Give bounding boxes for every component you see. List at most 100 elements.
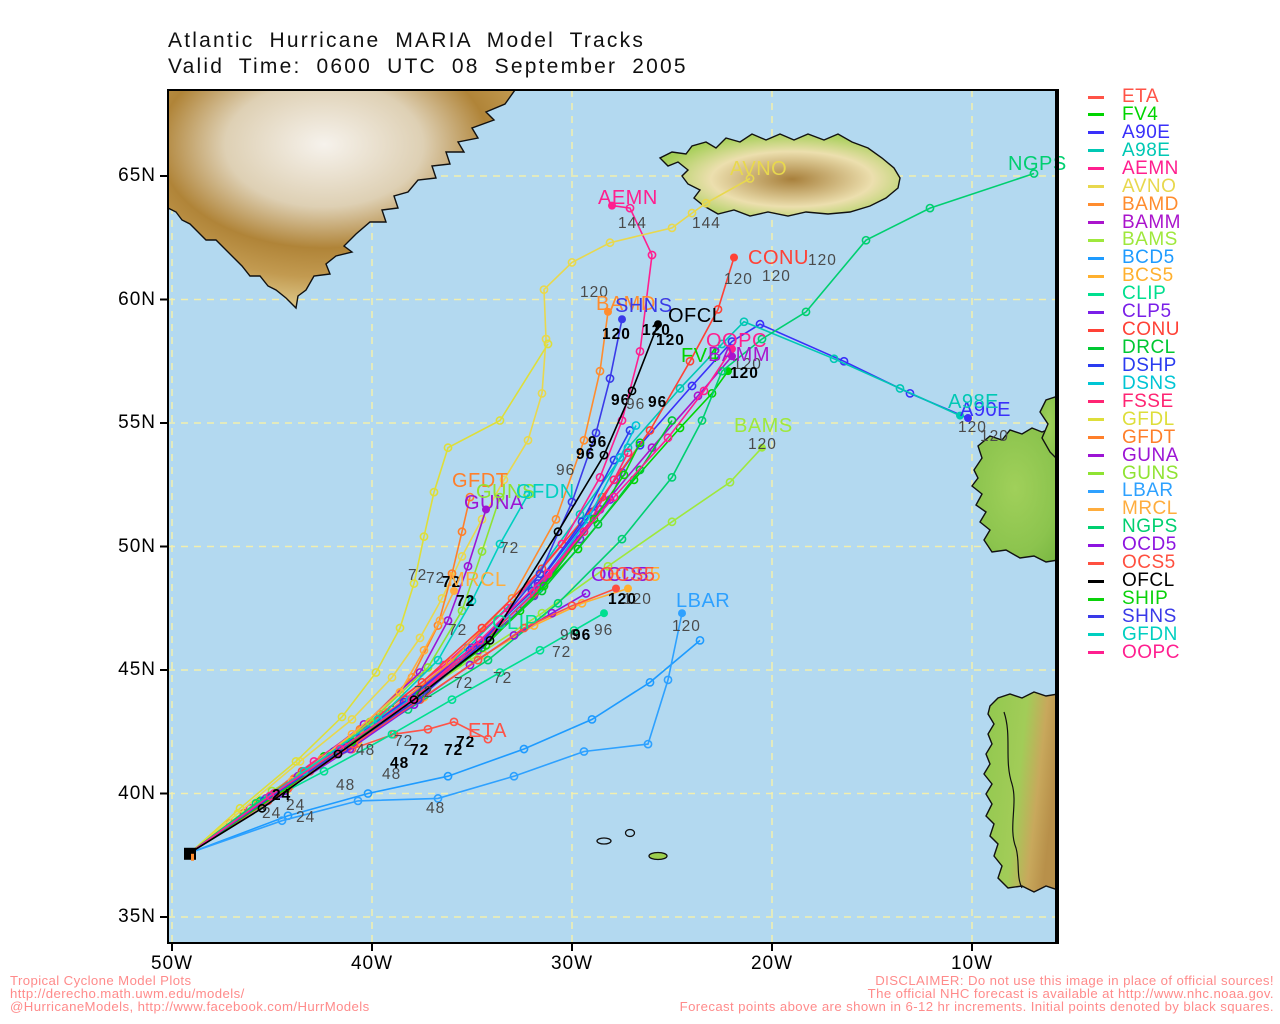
track-point-marker	[605, 238, 615, 248]
hour-label-120: 120	[808, 252, 837, 269]
legend-swatch	[1088, 364, 1104, 368]
track-point-marker	[477, 547, 487, 556]
track-point-marker	[541, 334, 551, 344]
track-point-marker	[675, 384, 685, 393]
plot-title-line1: Atlantic Hurricane MARIA Model Tracks	[168, 29, 646, 52]
track-endpoint-marker	[724, 367, 732, 376]
legend-item-CONU: CONU	[1088, 319, 1180, 340]
track-point-marker	[717, 366, 727, 376]
legend-swatch	[1088, 185, 1104, 189]
legend-item-OFCL: OFCL	[1088, 570, 1175, 591]
model-label-GUNS: GUNS	[476, 481, 536, 503]
greenland-landmass	[168, 90, 516, 310]
hour-label-120: 120	[623, 591, 652, 608]
model-label-FV4: FV4	[681, 345, 719, 367]
track-point-marker	[495, 668, 505, 677]
footer-disclaimer-line3: Forecast points above are shown in 6-12 …	[679, 998, 1274, 1014]
footer-credit-line1: Tropical Cyclone Model Plots	[10, 973, 192, 988]
legend-swatch	[1088, 543, 1104, 547]
track-point-marker	[605, 374, 615, 383]
model-label-OCD5: OCD5	[591, 564, 649, 586]
model-label-BAMD: BAMD	[596, 293, 656, 315]
track-point-marker	[319, 766, 329, 776]
track-point-marker	[567, 258, 577, 267]
track-point-marker	[447, 695, 457, 705]
hour-label-72: 72	[426, 570, 445, 587]
hour-label-24: 24	[296, 809, 315, 826]
legend-label: GUNS	[1122, 462, 1179, 484]
track-point-marker	[645, 426, 655, 435]
track-point-marker	[687, 208, 697, 218]
track-point-marker	[567, 601, 577, 611]
legend-item-OCD5: OCD5	[1088, 534, 1177, 555]
track-endpoint-marker	[964, 414, 972, 423]
legend-label: AEMN	[1122, 157, 1179, 179]
track-point-marker	[697, 416, 707, 425]
track-point-marker	[443, 443, 453, 453]
track-point-marker	[457, 527, 467, 537]
hour-label-24: 24	[262, 805, 281, 822]
hour-label-72: 72	[448, 622, 467, 639]
legend-label: BAMM	[1122, 211, 1181, 233]
track-point-marker	[449, 717, 459, 727]
model-track-OFCL	[189, 320, 662, 854]
legend-label: MRCL	[1122, 498, 1178, 520]
hour-label-120: 120	[580, 284, 609, 301]
track-endpoint-marker	[604, 307, 612, 316]
legend-label: DRCL	[1122, 337, 1176, 359]
legend-label: LBAR	[1122, 480, 1174, 502]
legend-swatch	[1088, 615, 1104, 619]
track-endpoint-marker	[728, 344, 736, 353]
track-point-marker	[265, 791, 275, 801]
legend-swatch	[1088, 131, 1104, 135]
azores-islands	[596, 828, 668, 861]
legend-label: DSNS	[1122, 372, 1177, 394]
hour-label-120: 120	[656, 332, 685, 349]
track-point-marker	[635, 346, 645, 356]
track-endpoint-marker	[728, 352, 736, 361]
legend-label: FSSE	[1122, 390, 1174, 412]
hour-label-120: 120	[642, 322, 671, 339]
y-axis-label-65N: 65N	[118, 165, 156, 186]
hour-label-120: 120	[762, 268, 791, 285]
track-point-marker	[363, 789, 373, 798]
track-point-marker	[591, 428, 601, 438]
track-point-marker	[395, 623, 405, 633]
hour-label-48: 48	[336, 777, 355, 794]
legend-swatch	[1088, 113, 1104, 117]
legend-item-BCS5: BCS5	[1088, 265, 1174, 286]
footer-disclaimer-line1: DISCLAIMER: Do not use this image in pla…	[875, 973, 1274, 988]
legend-item-BAMS: BAMS	[1088, 229, 1178, 250]
track-point-marker	[667, 517, 677, 527]
track-point-marker	[615, 453, 625, 462]
legend-item-BAMM: BAMM	[1088, 211, 1181, 233]
track-point-marker	[635, 465, 645, 475]
legend-label: GFDT	[1122, 426, 1176, 448]
legend-swatch	[1088, 454, 1104, 458]
track-point-marker	[523, 490, 533, 500]
model-label-OOPC: OOPC	[706, 330, 767, 352]
legend-item-A98E: A98E	[1088, 140, 1170, 161]
track-point-marker	[579, 747, 589, 756]
track-point-marker	[623, 448, 633, 458]
track-point-marker	[477, 623, 487, 633]
model-label-A98E: A98E	[948, 391, 999, 413]
model-track-GFDL	[189, 339, 553, 854]
track-point-marker	[717, 339, 727, 349]
footer-credits: Tropical Cyclone Model Plots http://dere…	[10, 973, 370, 1014]
legend-swatch	[1088, 525, 1104, 529]
track-point-marker	[925, 203, 935, 213]
track-point-marker	[465, 492, 475, 502]
legend-swatch	[1088, 274, 1104, 278]
y-axis-label-45N: 45N	[118, 659, 156, 680]
footer-disclaimer: DISCLAIMER: Do not use this image in pla…	[679, 973, 1274, 1014]
track-point-marker	[667, 416, 677, 425]
track-point-marker	[523, 435, 533, 445]
model-track-line	[189, 343, 549, 854]
track-point-marker	[473, 655, 483, 665]
hour-label-120: 120	[733, 356, 762, 373]
track-point-marker	[587, 715, 597, 724]
legend-item-SHIP: SHIP	[1088, 588, 1168, 609]
legend-item-CLP5: CLP5	[1088, 301, 1172, 322]
track-endpoint-marker	[654, 320, 662, 329]
